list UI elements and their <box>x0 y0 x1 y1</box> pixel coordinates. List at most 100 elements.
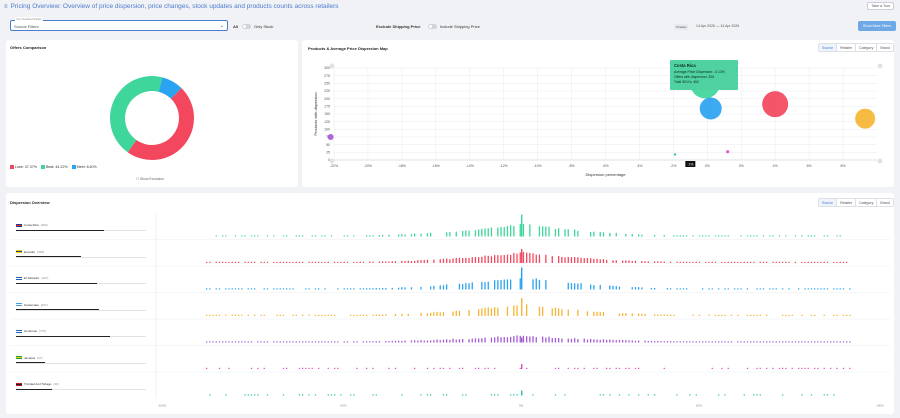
bubble-honduras[interactable] <box>327 134 334 140</box>
donut-slice-meet[interactable] <box>158 77 182 99</box>
strip-mark <box>222 341 224 343</box>
strip-mark <box>801 341 803 343</box>
strip-mark <box>538 254 541 263</box>
dispersion-x-tick: 100% <box>876 404 884 408</box>
strip-mark <box>839 288 841 290</box>
shipping-toggle[interactable] <box>428 24 437 29</box>
bubble-ecuador[interactable] <box>762 91 789 118</box>
dispersion-row-label[interactable]: Jamaica (67) <box>16 356 43 360</box>
strip-mark <box>679 288 681 290</box>
dispersion-row-label[interactable]: El Salvador (427) <box>16 276 48 280</box>
take-tour-button[interactable]: Take a Tour <box>867 2 894 10</box>
strip-row-marks <box>206 364 851 369</box>
strip-mark <box>442 394 445 396</box>
donut-slice-lose[interactable] <box>127 88 194 160</box>
strip-mark <box>295 235 297 237</box>
strip-mark <box>503 279 505 290</box>
tab-retailer[interactable]: Retailer <box>837 199 857 206</box>
strip-mark <box>506 254 509 263</box>
dispersion-row-label[interactable]: Trinidad And Tobago (40) <box>16 382 59 386</box>
strip-mark <box>561 256 563 263</box>
tab-source[interactable]: Source <box>819 44 838 51</box>
tab-retailer[interactable]: Retailer <box>837 44 857 51</box>
show-more-filters-button[interactable]: Show More Filters <box>858 21 896 31</box>
dispersion-row-label[interactable]: Guatemala (437) <box>16 303 48 307</box>
tab-category[interactable]: Category <box>856 44 878 51</box>
zoom-handle-icon[interactable] <box>877 158 883 164</box>
strip-mark <box>599 259 601 263</box>
strip-mark <box>801 235 803 237</box>
legend-item-meet[interactable]: Meet: 8.40% <box>71 165 97 169</box>
strip-mark <box>391 287 393 290</box>
strip-mark <box>676 288 678 290</box>
bubble-el-salvador[interactable] <box>699 97 722 120</box>
y-tick-label: 225 <box>324 89 330 93</box>
strip-mark <box>218 314 221 316</box>
strip-mark <box>266 394 269 396</box>
strip-mark <box>759 314 761 316</box>
strip-mark <box>433 340 435 343</box>
tab-source[interactable]: Source <box>819 199 838 206</box>
strip-mark <box>254 314 256 316</box>
zoom-handle-icon[interactable] <box>329 63 335 69</box>
strip-mark <box>615 232 617 237</box>
strip-mark <box>839 261 841 263</box>
strip-mark <box>481 338 483 343</box>
strip-mark <box>570 338 573 343</box>
strip-mark <box>449 232 451 237</box>
strip-mark <box>618 367 621 369</box>
strip-mark <box>759 261 761 263</box>
dispersion-row-label[interactable]: Honduras (776) <box>16 329 46 333</box>
zoom-handle-icon[interactable] <box>329 158 335 164</box>
strip-mark <box>638 287 640 290</box>
strip-mark <box>289 341 291 343</box>
bubble-jamaica[interactable] <box>726 150 730 154</box>
strip-mark <box>775 288 777 290</box>
legend-item-lose[interactable]: Lose: 47.37% <box>10 165 37 169</box>
strip-mark <box>730 341 733 343</box>
strip-mark <box>362 261 365 263</box>
strip-mark <box>602 232 605 237</box>
tab-brand[interactable]: Brand <box>877 44 893 51</box>
strip-mark <box>295 314 297 316</box>
flag-icon <box>16 276 22 280</box>
strip-mark <box>378 314 381 316</box>
strip-mark <box>526 304 528 316</box>
strip-mark <box>439 259 441 263</box>
strip-mark <box>478 309 480 316</box>
bubble-guatemala[interactable] <box>855 108 876 129</box>
strip-mark <box>513 252 515 263</box>
strip-mark <box>510 336 512 343</box>
donut-slice-beat[interactable] <box>110 76 163 153</box>
source-filter-select[interactable]: Your Selected Filters Source Filters ⌄ <box>10 17 228 31</box>
strip-mark <box>490 337 493 343</box>
show-exclusion-button[interactable]: ☐ Show Exclusion <box>136 177 164 181</box>
legend-item-beat[interactable]: Beat: 44.22% <box>40 165 68 169</box>
strip-mark <box>247 341 249 343</box>
tab-category[interactable]: Category <box>856 199 878 206</box>
strip-mark <box>494 394 496 396</box>
strip-mark <box>234 288 237 290</box>
strip-mark <box>305 367 307 369</box>
strip-mark <box>522 252 525 263</box>
x-tick-label: 6% <box>807 164 812 168</box>
bubble-trinidad-and-tobago[interactable] <box>673 153 677 156</box>
strip-mark <box>401 234 403 237</box>
strip-mark <box>404 260 406 263</box>
menu-icon[interactable]: ≡ <box>4 3 8 10</box>
only-stock-toggle[interactable] <box>242 24 251 29</box>
strip-mark <box>449 367 451 369</box>
date-range[interactable]: 14 Apr 2026 — 14 Apr 2026 <box>696 24 740 28</box>
strip-mark <box>814 261 816 263</box>
dispersion-row-label[interactable]: Ecuador (318) <box>16 250 44 254</box>
strip-mark <box>772 235 774 237</box>
tab-brand[interactable]: Brand <box>877 199 893 206</box>
strip-mark <box>842 367 845 369</box>
strip-mark <box>314 288 317 290</box>
strip-mark <box>836 288 838 290</box>
strip-mark <box>500 227 502 237</box>
strip-mark <box>826 341 829 343</box>
zoom-handle-icon[interactable] <box>877 63 883 69</box>
strip-mark <box>599 284 601 290</box>
dispersion-row-label[interactable]: Costa Rica (452) <box>16 223 48 227</box>
